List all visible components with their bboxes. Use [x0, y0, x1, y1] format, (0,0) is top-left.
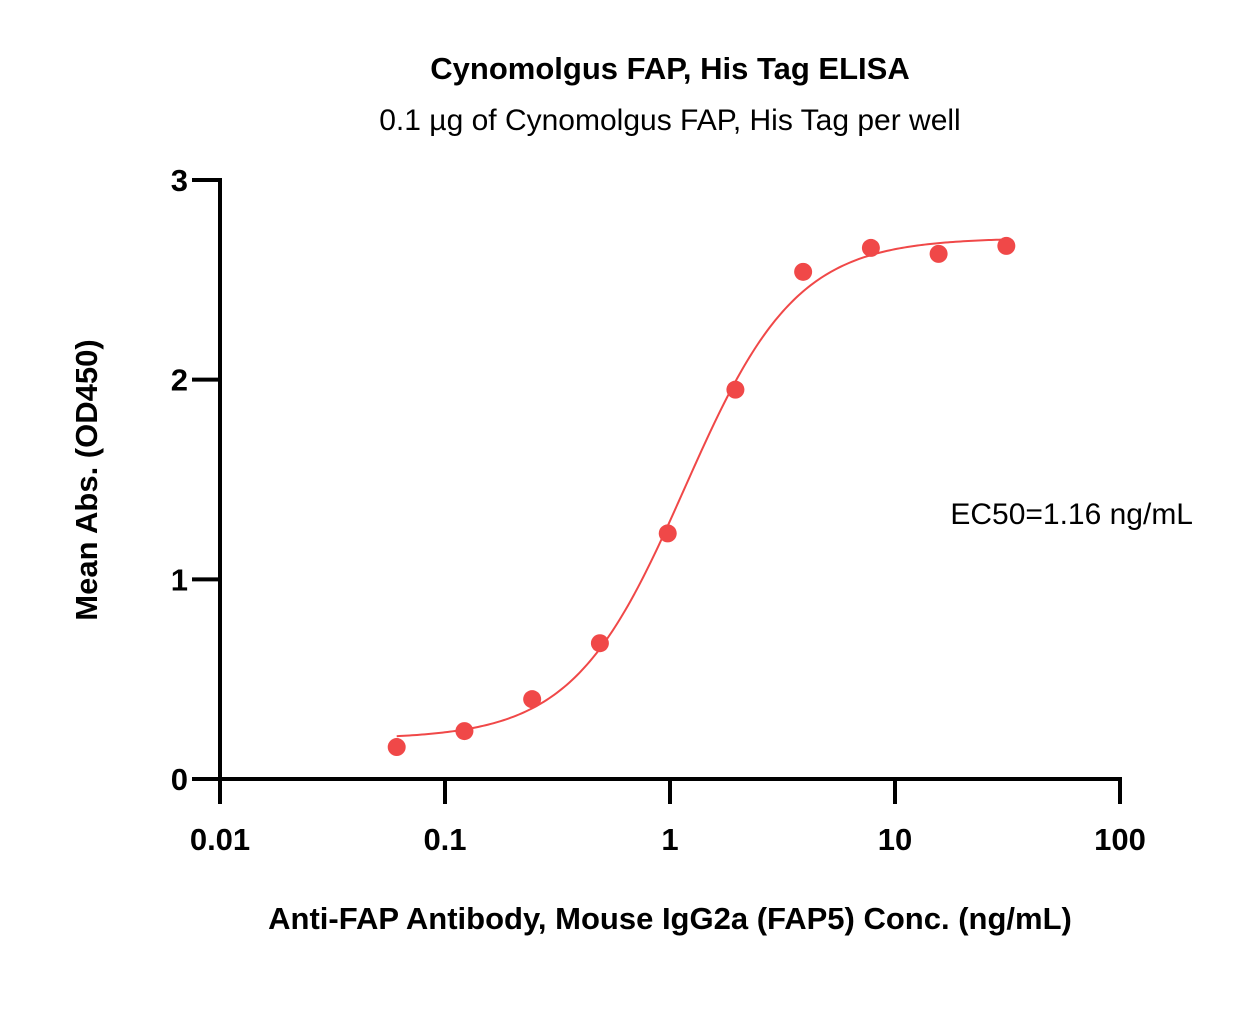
chart-title: Cynomolgus FAP, His Tag ELISA	[430, 51, 909, 86]
y-axis-label: Mean Abs. (OD450)	[69, 339, 104, 620]
x-axis-label: Anti-FAP Antibody, Mouse IgG2a (FAP5) Co…	[268, 901, 1072, 936]
y-tick-label: 3	[171, 163, 188, 198]
data-points	[387, 236, 1016, 757]
x-tick-label: 1	[661, 822, 678, 857]
data-point	[523, 690, 542, 709]
x-tick-label: 0.01	[190, 822, 250, 857]
y-tick-label: 2	[171, 363, 188, 398]
y-tick-label: 0	[171, 762, 188, 797]
data-point	[590, 634, 609, 653]
data-point	[726, 380, 745, 399]
x-tick-label: 0.1	[423, 822, 466, 857]
data-point	[997, 236, 1016, 255]
data-point	[861, 238, 880, 257]
y-axis: 0 1 2 3	[171, 163, 222, 797]
data-point	[794, 262, 813, 281]
chart-subtitle: 0.1 µg of Cynomolgus FAP, His Tag per we…	[379, 104, 960, 137]
data-point	[929, 244, 948, 263]
x-tick-label: 100	[1094, 822, 1146, 857]
data-point	[387, 738, 406, 757]
x-axis: 0.01 0.1 1 10 100	[190, 777, 1146, 857]
fit-curve	[396, 238, 1007, 738]
data-point	[455, 722, 474, 741]
ec50-annotation: EC50=1.16 ng/mL	[950, 498, 1193, 531]
y-tick-label: 1	[171, 562, 188, 597]
data-point	[658, 524, 677, 543]
x-tick-label: 10	[878, 822, 912, 857]
